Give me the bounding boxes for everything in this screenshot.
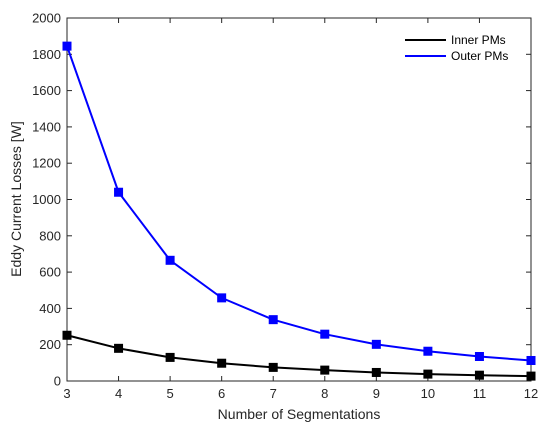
x-axis: 3 4 5 6 7 8 9 10 11 12 xyxy=(63,18,538,401)
x-tick-label: 12 xyxy=(524,386,538,401)
y-tick-label: 0 xyxy=(54,374,61,389)
y-tick-label: 600 xyxy=(39,265,61,280)
data-point-outer-pms xyxy=(474,351,484,361)
x-tick-label: 9 xyxy=(373,386,380,401)
x-tick-label: 11 xyxy=(473,386,487,401)
x-tick-label: 10 xyxy=(421,386,435,401)
data-point-outer-pms xyxy=(268,315,278,325)
plot-area xyxy=(66,17,532,382)
y-axis-label: Eddy Current Losses [W] xyxy=(8,121,24,277)
x-tick-label: 6 xyxy=(218,386,225,401)
series-line-inner-pms xyxy=(66,334,532,378)
y-tick-label: 1200 xyxy=(32,156,61,171)
y-tick-label: 1000 xyxy=(32,192,61,207)
data-point-inner-pms xyxy=(320,365,330,375)
series-layer xyxy=(62,41,536,381)
y-tick-label: 200 xyxy=(39,337,61,352)
data-point-inner-pms xyxy=(217,358,227,368)
series-line-outer-pms xyxy=(66,45,532,362)
data-point-outer-pms xyxy=(526,355,536,365)
y-tick-label: 800 xyxy=(39,228,61,243)
data-point-inner-pms xyxy=(526,371,536,381)
data-point-inner-pms xyxy=(62,330,72,340)
x-tick-label: 4 xyxy=(115,386,122,401)
y-tick-label: 1400 xyxy=(32,119,61,134)
x-axis-label: Number of Segmentations xyxy=(218,406,381,422)
x-tick-label: 3 xyxy=(63,386,70,401)
data-point-inner-pms xyxy=(114,343,124,353)
series-outer-pms xyxy=(62,41,536,365)
data-point-inner-pms xyxy=(474,370,484,380)
data-point-outer-pms xyxy=(320,329,330,339)
legend-label-outer: Outer PMs xyxy=(451,49,508,63)
legend: Inner PMs Outer PMs xyxy=(398,25,524,67)
y-axis: 0 200 400 600 800 1000 1200 1400 1600 1800 2000 xyxy=(32,11,531,389)
data-point-outer-pms xyxy=(371,339,381,349)
data-point-inner-pms xyxy=(268,362,278,372)
data-point-inner-pms xyxy=(165,352,175,362)
data-point-outer-pms xyxy=(165,255,175,265)
x-tick-label: 8 xyxy=(321,386,328,401)
y-tick-label: 400 xyxy=(39,301,61,316)
x-tick-label: 5 xyxy=(166,386,173,401)
data-point-outer-pms xyxy=(114,187,124,197)
legend-label-inner: Inner PMs xyxy=(451,33,506,47)
y-tick-label: 2000 xyxy=(32,11,61,26)
x-tick-label: 7 xyxy=(270,386,277,401)
data-point-inner-pms xyxy=(423,369,433,379)
data-point-outer-pms xyxy=(423,346,433,356)
data-point-outer-pms xyxy=(217,293,227,303)
series-inner-pms xyxy=(62,330,536,381)
y-tick-label: 1600 xyxy=(32,83,61,98)
data-point-outer-pms xyxy=(62,41,72,51)
y-tick-label: 1800 xyxy=(32,47,61,62)
legend-box xyxy=(398,25,524,67)
data-point-inner-pms xyxy=(371,367,381,377)
